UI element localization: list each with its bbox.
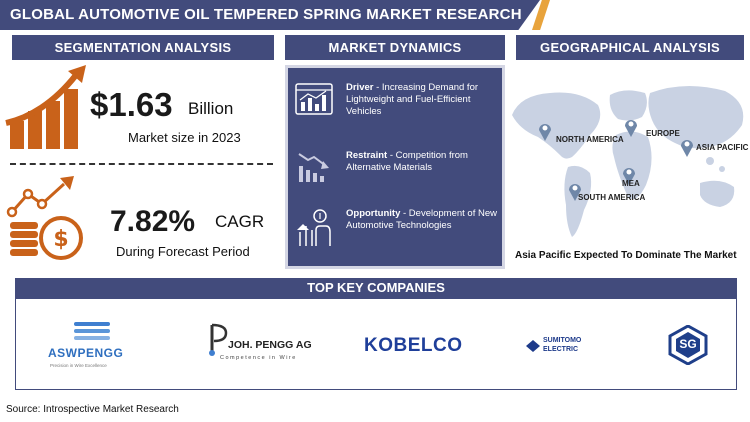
logo-joh-pengg: JOH. PENGG AG Competence in Wire [206, 323, 316, 367]
companies-heading: TOP KEY COMPANIES [15, 278, 737, 298]
joh-pengg-name: JOH. PENGG AG [228, 339, 312, 351]
growth-chart-icon [5, 65, 86, 149]
dashboard-chart-icon [295, 83, 333, 115]
world-map-shape [512, 85, 744, 237]
dynamics-panel: Driver - Increasing Demand for Lightweig… [285, 65, 505, 269]
restraint-item: Restraint - Competition from Alternative… [294, 150, 499, 200]
sumitomo-mark-icon [526, 340, 540, 352]
segmentation-heading: SEGMENTATION ANALYSIS [12, 35, 274, 60]
driver-label: Driver [346, 82, 374, 93]
region-europe: EUROPE [646, 129, 680, 138]
restraint-label: Restraint [346, 150, 388, 161]
pin-asia-pacific-icon [681, 140, 693, 157]
pin-south-america-icon [569, 184, 581, 201]
market-size-value: $1.63 [90, 86, 173, 123]
sg-mark-icon [668, 324, 708, 366]
cagr-caption: During Forecast Period [116, 244, 250, 259]
logo-kobelco: KOBELCO [364, 335, 463, 356]
report-title: GLOBAL AUTOMOTIVE OIL TEMPERED SPRING MA… [0, 0, 540, 30]
market-size-unit: Billion [188, 99, 234, 118]
pin-mea-icon [623, 168, 635, 185]
restraint-text: - Competition from Alternative Materials [346, 150, 468, 173]
market-size-caption: Market size in 2023 [128, 130, 241, 145]
logo-sg: SG [668, 324, 708, 366]
geography-caption: Asia Pacific Expected To Dominate The Ma… [515, 250, 737, 261]
opportunity-label: Opportunity [346, 208, 401, 219]
driver-item: Driver - Increasing Demand for Lightweig… [294, 82, 499, 132]
logo-sumitomo-electric: SUMITOMO ELECTRIC [526, 337, 596, 357]
pin-europe-icon [625, 120, 637, 137]
logo-aswpengg: ASWPENGG Precision in Wire Excellence [44, 321, 134, 371]
region-south-america: SOUTH AMERICA [578, 193, 646, 202]
divider [10, 163, 273, 165]
dynamics-heading: MARKET DYNAMICS [285, 35, 505, 60]
sumitomo-line2: ELECTRIC [543, 346, 578, 353]
source-note: Source: Introspective Market Research [6, 404, 179, 415]
region-asia-pacific: ASIA PACIFIC [696, 143, 749, 152]
opportunity-text: - Development of New Automotive Technolo… [346, 208, 497, 231]
geography-heading: GEOGRAPHICAL ANALYSIS [516, 35, 744, 60]
joh-pengg-tagline: Competence in Wire [220, 355, 297, 361]
region-north-america: NORTH AMERICA [556, 135, 624, 144]
cagr-value: 7.82% [110, 205, 196, 238]
opportunity-item: Opportunity - Development of New Automot… [294, 208, 499, 258]
world-map: NORTH AMERICA EUROPE ASIA PACIFIC MEA SO… [510, 65, 750, 245]
aswpengg-name: ASWPENGG [48, 346, 124, 360]
sumitomo-line1: SUMITOMO [543, 337, 582, 344]
sg-text: SG [679, 337, 697, 351]
dollar-coin-icon: $ [6, 176, 83, 260]
cagr-label: CAGR [215, 212, 265, 231]
declining-chart-icon [298, 153, 329, 182]
hand-lightbulb-icon [297, 209, 331, 246]
joh-pengg-mark-icon [209, 323, 228, 356]
aswpengg-mark-icon [74, 322, 110, 340]
aswpengg-tagline: Precision in Wire Excellence [50, 363, 107, 368]
pin-north-america-icon [539, 124, 551, 141]
svg-text:$: $ [53, 227, 68, 252]
companies-panel: ASWPENGG Precision in Wire Excellence JO… [15, 298, 737, 390]
region-mea: MEA [622, 179, 640, 188]
driver-text: - Increasing Demand for Lightweight and … [346, 82, 479, 117]
